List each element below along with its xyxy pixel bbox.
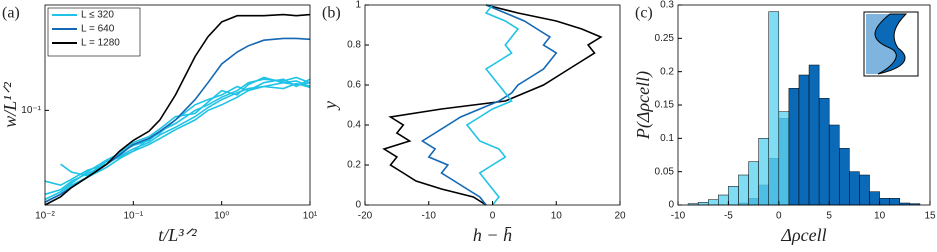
y-tick-label: 0.4 [347, 120, 361, 131]
x-tick-label: 10⁰ [214, 211, 229, 222]
profile-line [465, 4, 520, 206]
y-tick-label: 0.6 [347, 80, 361, 91]
x-tick-label: 10⁻² [35, 211, 55, 222]
legend-label: L = 640 [81, 24, 115, 35]
panel-label: (c) [635, 5, 653, 22]
axes-frame [44, 4, 311, 206]
x-tick-label: 10 [551, 211, 563, 222]
y-tick-label: 0.2 [660, 66, 674, 77]
panel-label: (a) [2, 5, 20, 22]
histogram-bar [758, 138, 769, 206]
x-tick-label: 5 [826, 211, 832, 222]
y-tick-label: 0.1 [660, 133, 674, 144]
y-tick-label: 0.8 [347, 40, 361, 51]
x-tick-label: 20 [614, 211, 626, 222]
histogram-bar [828, 124, 840, 206]
x-tick-label: 10⁻¹ [123, 211, 143, 222]
y-tick-label: 10⁻¹ [21, 105, 41, 116]
x-axis-label: t/L³ᐟ² [158, 225, 197, 245]
histogram-bar [778, 111, 790, 206]
y-tick-label: 0 [668, 200, 674, 211]
panel-label: (b) [322, 5, 341, 22]
x-tick-label: 10¹ [303, 211, 318, 222]
y-axis-label: w/L¹ᐟ² [0, 82, 20, 128]
profile-line [382, 4, 603, 206]
histogram-bar [707, 199, 719, 206]
y-tick-label: 0.15 [655, 100, 675, 111]
series-line [60, 78, 311, 177]
inset-band [874, 13, 908, 75]
series-line [44, 82, 311, 203]
axes-frame [364, 4, 621, 206]
legend-label: L ≤ 320 [81, 10, 114, 21]
histogram-bar [839, 148, 850, 206]
y-tick-label: 0.05 [655, 166, 675, 177]
y-tick-label: 0.25 [655, 33, 675, 44]
series-line [44, 76, 311, 187]
y-axis-label: P(Δρcell) [633, 71, 654, 140]
series-line [44, 76, 311, 201]
x-tick-label: 0 [490, 211, 496, 222]
histogram-bar [728, 186, 739, 206]
histogram-bar [869, 191, 880, 206]
series-line [44, 37, 311, 203]
histogram-bar [818, 98, 830, 206]
histogram-bar [738, 174, 749, 206]
legend-label: L = 1280 [81, 38, 120, 49]
legend: L ≤ 320 L = 640 L = 1280 [47, 7, 141, 57]
x-axis-label: Δρcell [780, 225, 826, 245]
histogram-bar [808, 64, 820, 206]
profile-line [420, 4, 558, 206]
histogram-bar [748, 161, 759, 206]
x-tick-label: -20 [358, 211, 373, 222]
x-tick-label: 0 [776, 211, 782, 222]
histogram-bar [788, 88, 800, 206]
x-tick-label: -10 [671, 211, 686, 222]
y-tick-label: 0.2 [347, 160, 361, 171]
legend-box [47, 7, 141, 57]
y-axis-label: y [320, 101, 340, 111]
histogram-bar [768, 11, 780, 206]
histogram-bar [889, 198, 901, 206]
histogram-bar [849, 171, 860, 206]
y-tick-label: 1 [355, 0, 361, 11]
x-axis-label: h − h̄ [473, 225, 512, 245]
y-tick-label: 0.3 [660, 0, 674, 11]
histogram-bar [879, 198, 890, 206]
x-tick-label: 10 [874, 211, 886, 222]
inset [863, 11, 919, 77]
histogram-bar [859, 174, 870, 206]
series-line [44, 13, 311, 206]
x-tick-label: -10 [422, 211, 437, 222]
x-tick-label: 15 [924, 211, 936, 222]
y-tick-label: 0 [355, 200, 361, 211]
histogram-bar [798, 74, 810, 206]
series-line [44, 81, 311, 196]
x-tick-label: -5 [724, 211, 733, 222]
histogram-bar [718, 194, 729, 206]
